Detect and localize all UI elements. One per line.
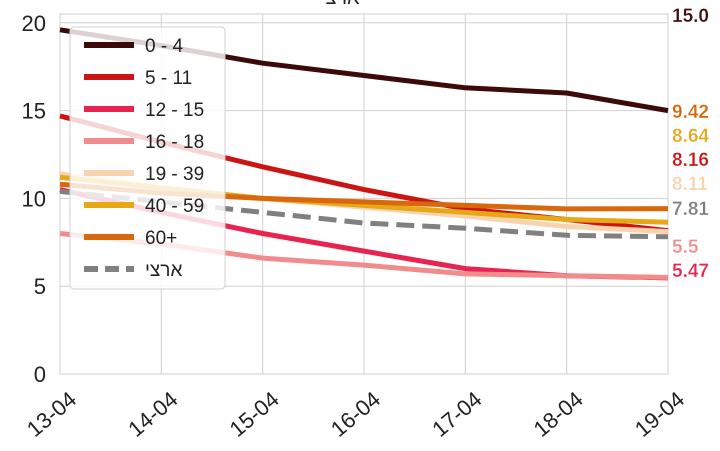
chart-title: ארצי — [320, 0, 360, 9]
legend-label: 12 - 15 — [145, 100, 204, 121]
end-value-label: 8.64 — [672, 126, 709, 147]
end-value-label: 9.42 — [672, 102, 709, 123]
end-value-label: 5.5 — [672, 237, 699, 258]
legend-label: 16 - 18 — [145, 132, 204, 153]
legend-label: 60+ — [145, 228, 177, 249]
y-tick-label: 15 — [22, 99, 46, 124]
end-value-label: 7.81 — [672, 199, 709, 220]
y-tick-label: 0 — [34, 362, 46, 387]
end-value-label: 8.16 — [672, 150, 709, 171]
x-axis-ticks: 13-04 14-04 15-04 16-04 17-04 18-04 19-04 — [22, 386, 689, 441]
x-tick-label: 18-04 — [529, 386, 588, 441]
y-axis-ticks: 0 5 10 15 20 — [22, 11, 46, 387]
legend-label: ארצי — [145, 260, 182, 281]
x-tick-label: 19-04 — [630, 386, 689, 441]
chart-legend: 0 - 4 5 - 11 12 - 15 16 - 18 19 - 39 40 - 59 6… — [69, 26, 226, 290]
x-tick-label: 13-04 — [22, 386, 81, 441]
y-tick-label: 10 — [22, 186, 46, 211]
legend-label: 19 - 39 — [145, 164, 204, 185]
legend-label: 5 - 11 — [145, 68, 192, 89]
end-value-label: 8.11 — [672, 174, 708, 195]
legend-label: 40 - 59 — [145, 196, 204, 217]
legend-box — [69, 26, 226, 290]
x-tick-label: 14-04 — [123, 386, 182, 441]
y-tick-label: 5 — [34, 274, 46, 299]
series-line — [59, 188, 669, 240]
x-tick-label: 16-04 — [326, 386, 385, 441]
x-tick-label: 15-04 — [225, 386, 284, 441]
legend-label: 0 - 4 — [145, 36, 183, 57]
y-tick-label: 20 — [22, 11, 46, 36]
end-value-label: 5.47 — [672, 261, 709, 282]
end-value-labels: 15.0 9.42 8.64 8.16 8.11 7.81 5.5 5.47 — [672, 6, 710, 282]
end-value-label: 15.0 — [672, 6, 709, 27]
x-tick-label: 17-04 — [427, 386, 486, 441]
